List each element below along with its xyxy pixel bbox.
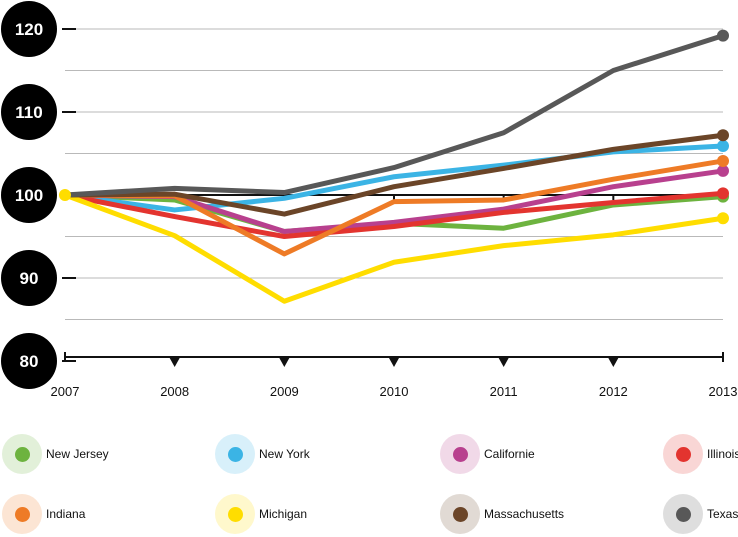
legend-dot	[675, 446, 691, 462]
x-axis-marker	[279, 358, 290, 367]
series-end-point	[717, 129, 729, 142]
series-start-point	[59, 189, 71, 201]
legend-dot	[452, 446, 468, 462]
legend-item: New York	[215, 434, 310, 474]
legend-swatch	[215, 434, 255, 474]
legend-item: Indiana	[2, 494, 85, 534]
x-axis-marker	[169, 358, 180, 367]
x-tick-label: 2010	[380, 384, 409, 399]
legend-item: Texas	[663, 494, 738, 534]
legend-dot	[675, 506, 691, 522]
x-axis-marker	[608, 358, 619, 367]
y-tick-badge	[1, 84, 57, 140]
legend-swatch	[215, 494, 255, 534]
y-tick-label: 120	[15, 20, 43, 39]
y-tick-badge	[1, 250, 57, 306]
legend-swatch	[440, 434, 480, 474]
line-chart: 2007 2008 2009 2010 2011 2012 2013 80 90 100 110 12…	[1, 1, 738, 399]
legend: New Jersey New York Californie Illinois Indi…	[0, 430, 738, 537]
x-tick-label: 2012	[599, 384, 628, 399]
series-end-point	[717, 29, 729, 42]
series-line	[62, 192, 726, 304]
y-tick-badge	[1, 333, 57, 389]
x-axis-marker	[498, 358, 509, 367]
series-end-point	[717, 164, 729, 177]
series-end-point	[717, 140, 729, 153]
legend-dot	[14, 446, 30, 462]
y-tick-badge	[1, 1, 57, 57]
series-end-point	[717, 187, 729, 200]
x-tick-label: 2007	[51, 384, 80, 399]
legend-item: Californie	[440, 434, 535, 474]
legend-swatch	[663, 434, 703, 474]
legend-swatch	[440, 494, 480, 534]
legend-label: New York	[259, 447, 310, 461]
legend-item: New Jersey	[2, 434, 109, 474]
y-tick-badge	[1, 167, 57, 223]
legend-label: Texas	[707, 507, 738, 521]
y-tick-label: 100	[15, 186, 43, 205]
legend-dot	[227, 446, 243, 462]
x-tick-label: 2011	[490, 384, 518, 399]
series-end-point	[717, 212, 729, 225]
legend-dot	[227, 506, 243, 522]
legend-item: Michigan	[215, 494, 307, 534]
legend-swatch	[663, 494, 703, 534]
legend-label: Indiana	[46, 507, 86, 521]
x-tick-label: 2009	[270, 384, 299, 399]
legend-label: New Jersey	[46, 447, 109, 461]
series-line	[62, 190, 726, 239]
series-line	[62, 132, 726, 217]
y-tick-label: 80	[20, 352, 39, 371]
series-line	[62, 33, 726, 198]
legend-label: Illinois	[707, 447, 738, 461]
legend-dot	[14, 506, 30, 522]
x-tick-label: 2008	[160, 384, 189, 399]
legend-swatch	[2, 494, 42, 534]
legend-swatch	[2, 434, 42, 474]
legend-label: Michigan	[259, 507, 308, 521]
x-tick-label: 2013	[709, 384, 738, 399]
y-tick-label: 90	[20, 269, 39, 288]
x-axis-marker	[389, 358, 399, 367]
legend-item: Massachusetts	[440, 494, 564, 534]
legend-dot	[452, 506, 468, 522]
series-end-point	[717, 154, 729, 167]
legend-item: Illinois	[663, 434, 738, 474]
y-tick-label: 110	[15, 103, 42, 122]
legend-label: Massachusetts	[484, 507, 565, 521]
legend-label: Californie	[484, 447, 535, 461]
